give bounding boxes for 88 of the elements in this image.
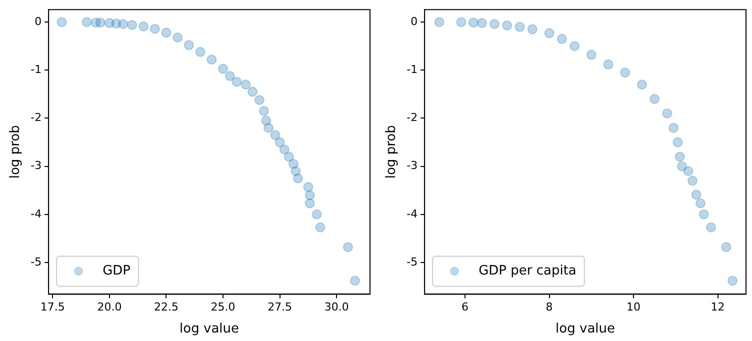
point — [691, 190, 702, 200]
y-tick-label: -1 — [30, 63, 42, 76]
x-tick-label: 10 — [626, 300, 641, 314]
point — [218, 64, 228, 74]
point — [650, 94, 660, 104]
y-tick-label: -1 — [406, 63, 418, 76]
point — [490, 19, 500, 30]
point — [232, 76, 242, 87]
point — [240, 80, 251, 90]
x-axis-title: log value — [180, 322, 240, 337]
y-tick-label: 0 — [410, 14, 418, 28]
x-tick-label: 17.5 — [40, 300, 65, 314]
point — [662, 108, 672, 118]
point — [683, 166, 694, 176]
y-tick-label: -3 — [30, 159, 42, 172]
point — [274, 137, 285, 148]
y-tick-label: -3 — [406, 159, 418, 172]
legend-label: GDP per capita — [478, 264, 576, 279]
point — [279, 144, 290, 154]
point — [224, 70, 235, 81]
point — [258, 106, 269, 116]
point — [95, 18, 106, 28]
x-tick-label: 8 — [546, 300, 553, 314]
point — [82, 17, 92, 28]
point — [248, 86, 258, 97]
point — [312, 209, 322, 220]
point — [698, 209, 709, 220]
point — [636, 80, 647, 90]
y-tick-label: -5 — [30, 255, 42, 268]
point — [674, 152, 685, 162]
point — [56, 17, 67, 28]
point — [696, 198, 706, 208]
point — [468, 18, 478, 28]
point — [150, 24, 160, 34]
point — [688, 176, 698, 186]
point — [706, 222, 716, 232]
point — [172, 32, 183, 42]
point — [195, 46, 206, 57]
point — [303, 182, 314, 192]
y-axis-title: log prob — [8, 125, 24, 179]
y-tick-label: -2 — [30, 111, 42, 124]
point — [184, 40, 194, 50]
point — [570, 41, 580, 52]
x-tick-label: 22.5 — [154, 300, 178, 314]
x-tick-label: 12 — [710, 300, 725, 314]
y-axis-title: log prob — [384, 125, 400, 179]
point — [721, 242, 732, 252]
point — [476, 18, 487, 28]
point — [304, 198, 315, 208]
point — [315, 222, 326, 232]
point — [206, 54, 217, 65]
point — [527, 24, 538, 34]
point — [556, 34, 567, 44]
point — [544, 28, 554, 38]
point — [620, 68, 630, 78]
point — [263, 122, 274, 133]
point — [350, 276, 360, 286]
point — [342, 242, 353, 252]
point — [127, 20, 138, 30]
y-tick-label: -2 — [406, 111, 418, 124]
point — [270, 130, 280, 140]
x-axis-title: log value — [556, 322, 616, 337]
x-tick-label: 27.5 — [268, 300, 292, 314]
point — [161, 28, 172, 38]
y-tick-label: -4 — [30, 207, 42, 220]
y-tick-label: -4 — [406, 207, 418, 220]
point — [603, 59, 614, 70]
x-tick-label: 25.0 — [210, 300, 236, 314]
x-tick-label: 20.0 — [97, 300, 122, 314]
point — [672, 137, 683, 148]
point — [586, 50, 596, 60]
point — [668, 122, 679, 133]
legend-label: GDP — [102, 264, 131, 279]
point — [514, 22, 525, 32]
point — [292, 173, 303, 184]
x-tick-label: 30.0 — [324, 300, 349, 314]
point — [434, 17, 444, 28]
point — [502, 20, 512, 30]
y-tick-label: 0 — [34, 14, 42, 28]
point — [728, 276, 738, 286]
point — [254, 94, 264, 105]
point — [456, 17, 466, 28]
y-tick-label: -5 — [406, 255, 418, 268]
point — [284, 152, 294, 162]
point — [138, 21, 149, 32]
point — [304, 190, 315, 200]
point — [118, 19, 128, 30]
x-tick-label: 6 — [462, 300, 469, 314]
